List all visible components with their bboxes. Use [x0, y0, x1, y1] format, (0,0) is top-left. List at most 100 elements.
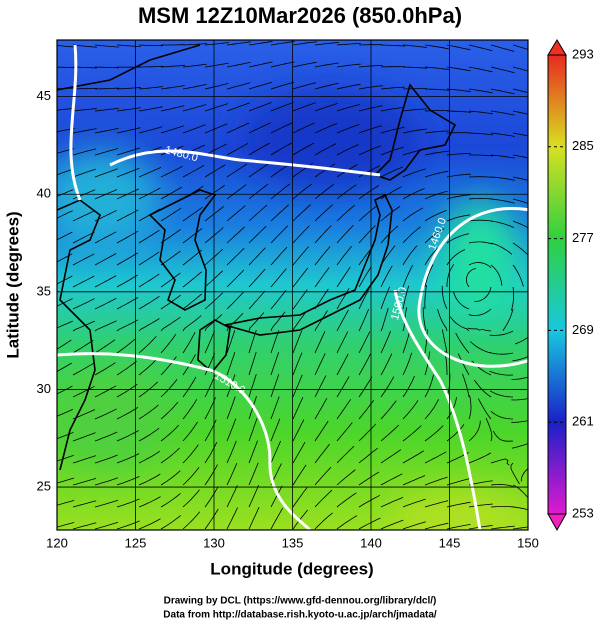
streamline [424, 500, 449, 508]
streamline [270, 268, 287, 288]
streamline [441, 285, 448, 310]
streamline [402, 108, 427, 112]
streamline [455, 332, 470, 354]
streamline [314, 310, 328, 332]
streamline [358, 287, 371, 310]
streamline [424, 150, 449, 156]
streamline [490, 176, 515, 181]
streamline [380, 424, 400, 442]
streamline [116, 274, 138, 288]
streamline [160, 85, 185, 90]
streamline [292, 352, 303, 376]
streamline [182, 315, 202, 332]
streamline [502, 308, 514, 331]
streamline [204, 464, 218, 486]
streamline [226, 184, 247, 200]
streamline [138, 318, 160, 332]
streamline [226, 226, 245, 244]
streamline [160, 105, 185, 112]
streamline [424, 66, 449, 70]
streamline [510, 462, 520, 485]
streamline [380, 353, 393, 376]
streamline [512, 264, 524, 287]
streamline [380, 376, 395, 398]
streamline [424, 285, 427, 310]
x-axis-label: Longitude (degrees) [210, 559, 373, 578]
y-tick-label: 25 [37, 478, 51, 493]
streamline [72, 298, 95, 310]
streamline [182, 104, 207, 112]
streamline [358, 225, 376, 244]
streamline [402, 128, 427, 134]
streamline [138, 273, 160, 288]
streamline [468, 110, 493, 115]
streamline [292, 330, 303, 354]
streamline [160, 64, 185, 68]
streamline [358, 145, 382, 156]
streamline [139, 65, 164, 68]
streamline [336, 515, 358, 530]
streamline [204, 419, 217, 442]
streamline [358, 494, 381, 508]
streamline [94, 521, 119, 530]
streamline [116, 337, 137, 354]
streamline [292, 41, 317, 46]
streamline [94, 362, 116, 376]
streamline [72, 231, 95, 244]
streamline [138, 336, 157, 354]
streamline [512, 176, 528, 181]
streamline [314, 183, 335, 200]
streamline [57, 210, 73, 219]
y-tick-label: 45 [37, 88, 51, 103]
x-tick-label: 120 [46, 535, 68, 550]
streamline [490, 242, 513, 255]
streamline [204, 330, 215, 354]
streamline [270, 142, 292, 156]
x-tick-label: 135 [282, 535, 304, 550]
colorbar-tick-label: 293 [572, 46, 594, 61]
streamline [182, 444, 199, 464]
streamline [314, 375, 327, 398]
streamline [422, 307, 426, 332]
streamline [160, 316, 181, 332]
streamline [424, 264, 434, 288]
streamline [160, 229, 181, 244]
streamline [446, 173, 471, 178]
streamline [138, 126, 163, 134]
streamline [467, 327, 492, 332]
streamline [204, 486, 219, 508]
streamline [314, 246, 331, 266]
streamline [204, 143, 227, 156]
streamline [358, 308, 370, 332]
streamline [402, 425, 422, 442]
streamline [182, 249, 202, 266]
streamline [446, 423, 465, 442]
streamline [424, 228, 445, 244]
streamline [336, 63, 361, 68]
streamline [402, 521, 427, 530]
streamline [116, 252, 138, 266]
streamline [424, 210, 447, 222]
streamline [402, 450, 424, 464]
streamline [248, 312, 265, 332]
streamline [160, 424, 180, 442]
streamline [226, 205, 246, 222]
streamline [270, 507, 284, 530]
streamline [512, 506, 528, 511]
streamline [512, 356, 528, 362]
streamline [292, 183, 312, 200]
streamline [512, 242, 528, 256]
y-tick-label: 30 [37, 381, 51, 396]
streamline [402, 264, 414, 288]
streamline [160, 492, 181, 508]
streamline [468, 241, 493, 245]
streamline [292, 464, 307, 486]
streamline [314, 163, 336, 178]
streamline [270, 485, 283, 508]
streamline [138, 450, 161, 464]
streamline [94, 408, 117, 420]
streamline [490, 88, 515, 95]
streamline [380, 44, 406, 47]
colorbar-tick-label: 269 [572, 322, 594, 337]
streamline [314, 353, 326, 376]
